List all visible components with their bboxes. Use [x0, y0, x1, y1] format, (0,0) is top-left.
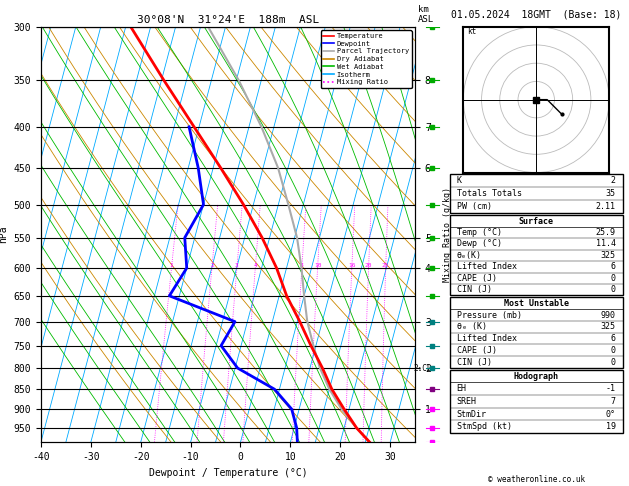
Text: CIN (J): CIN (J) [457, 358, 492, 366]
Text: 11.4: 11.4 [596, 240, 616, 248]
Text: θₑ (K): θₑ (K) [457, 322, 487, 331]
Legend: Temperature, Dewpoint, Parcel Trajectory, Dry Adiabat, Wet Adiabat, Isotherm, Mi: Temperature, Dewpoint, Parcel Trajectory… [321, 30, 411, 88]
Text: 4: 4 [253, 263, 257, 268]
Text: θₑ(K): θₑ(K) [457, 251, 482, 260]
X-axis label: Dewpoint / Temperature (°C): Dewpoint / Temperature (°C) [148, 468, 308, 478]
Text: CIN (J): CIN (J) [457, 285, 492, 294]
Text: Pressure (mb): Pressure (mb) [457, 311, 521, 320]
Text: Hodograph: Hodograph [514, 372, 559, 381]
Text: Mixing Ratio (g/kg): Mixing Ratio (g/kg) [443, 187, 452, 282]
Text: StmDir: StmDir [457, 410, 487, 418]
Text: 0: 0 [611, 346, 616, 355]
Text: 01.05.2024  18GMT  (Base: 18): 01.05.2024 18GMT (Base: 18) [451, 9, 621, 19]
Text: 325: 325 [601, 251, 616, 260]
Text: 16: 16 [348, 263, 355, 268]
Text: 8: 8 [300, 263, 304, 268]
Text: 1: 1 [170, 263, 174, 268]
Text: 25.9: 25.9 [596, 228, 616, 237]
Text: Lifted Index: Lifted Index [457, 334, 516, 343]
Text: kt: kt [467, 27, 476, 36]
Title: 30°08'N  31°24'E  188m  ASL: 30°08'N 31°24'E 188m ASL [137, 15, 319, 25]
Text: PW (cm): PW (cm) [457, 202, 492, 211]
Text: 6: 6 [611, 334, 616, 343]
Text: 20: 20 [365, 263, 372, 268]
Text: 3: 3 [235, 263, 239, 268]
Text: 25: 25 [382, 263, 389, 268]
Text: 0: 0 [611, 274, 616, 283]
Text: 7: 7 [611, 397, 616, 406]
Text: 990: 990 [601, 311, 616, 320]
Text: CAPE (J): CAPE (J) [457, 274, 497, 283]
Text: K: K [457, 176, 462, 186]
Text: 2: 2 [210, 263, 214, 268]
Text: 2₁CL: 2₁CL [414, 364, 432, 373]
Text: 35: 35 [606, 190, 616, 198]
Text: 2: 2 [611, 176, 616, 186]
Y-axis label: hPa: hPa [0, 226, 8, 243]
Text: 2.11: 2.11 [596, 202, 616, 211]
Text: StmSpd (kt): StmSpd (kt) [457, 422, 511, 431]
Text: Totals Totals: Totals Totals [457, 190, 521, 198]
Text: 0: 0 [611, 358, 616, 366]
Text: 10: 10 [314, 263, 321, 268]
Text: 6: 6 [611, 262, 616, 271]
Text: Dewp (°C): Dewp (°C) [457, 240, 502, 248]
Text: km
ASL: km ASL [418, 5, 435, 24]
Text: 0°: 0° [606, 410, 616, 418]
Text: EH: EH [457, 384, 467, 393]
Text: CAPE (J): CAPE (J) [457, 346, 497, 355]
Text: Lifted Index: Lifted Index [457, 262, 516, 271]
Text: Surface: Surface [519, 217, 554, 226]
Text: -1: -1 [606, 384, 616, 393]
Text: 325: 325 [601, 322, 616, 331]
Text: 0: 0 [611, 285, 616, 294]
Text: SREH: SREH [457, 397, 477, 406]
Text: 19: 19 [606, 422, 616, 431]
Text: Temp (°C): Temp (°C) [457, 228, 502, 237]
Text: Most Unstable: Most Unstable [504, 299, 569, 308]
Text: © weatheronline.co.uk: © weatheronline.co.uk [487, 474, 585, 484]
